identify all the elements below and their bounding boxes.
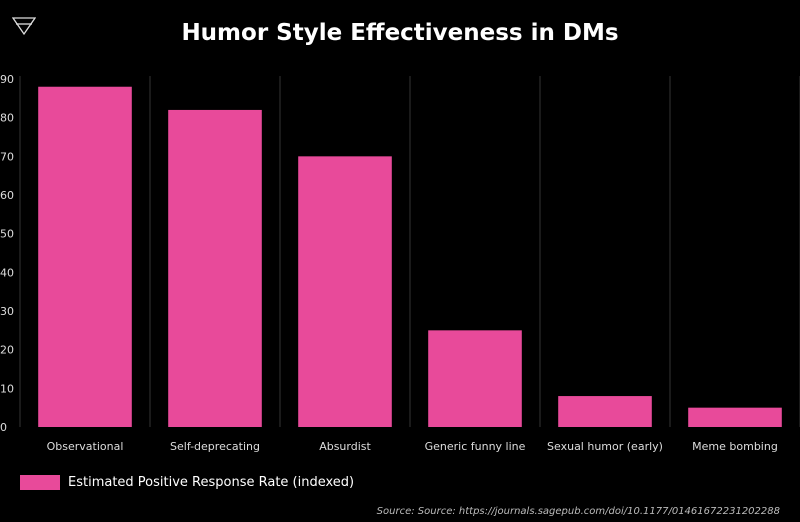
- source-note: Source: Source: https://journals.sagepub…: [376, 506, 780, 517]
- y-tick-label: 30: [0, 305, 14, 318]
- y-tick-label: 70: [0, 150, 14, 163]
- x-tick-label: Self-deprecating: [170, 440, 260, 453]
- legend-label: Estimated Positive Response Rate (indexe…: [68, 475, 355, 490]
- bar: [558, 396, 652, 427]
- bar: [38, 86, 132, 427]
- bar: [428, 330, 522, 427]
- bar: [298, 156, 392, 428]
- x-tick-label: Absurdist: [319, 440, 371, 453]
- y-tick-label: 60: [0, 189, 14, 202]
- chart-title: Humor Style Effectiveness in DMs: [181, 20, 619, 46]
- y-tick-label: 80: [0, 112, 14, 125]
- y-tick-label: 50: [0, 228, 14, 241]
- legend[interactable]: Estimated Positive Response Rate (indexe…: [20, 475, 354, 490]
- y-tick-label: 20: [0, 344, 14, 357]
- y-tick-label: 0: [0, 421, 7, 434]
- x-tick-label: Sexual humor (early): [547, 440, 663, 453]
- x-tick-label: Generic funny line: [425, 440, 526, 453]
- triangle-logo-icon: [12, 17, 36, 36]
- y-tick-label: 40: [0, 266, 14, 279]
- bar: [168, 109, 262, 427]
- x-tick-label: Observational: [47, 440, 124, 453]
- y-tick-label: 10: [0, 382, 14, 395]
- bar: [688, 407, 782, 427]
- legend-swatch: [20, 475, 60, 490]
- y-tick-label: 90: [0, 73, 14, 86]
- x-tick-label: Meme bombing: [692, 440, 778, 453]
